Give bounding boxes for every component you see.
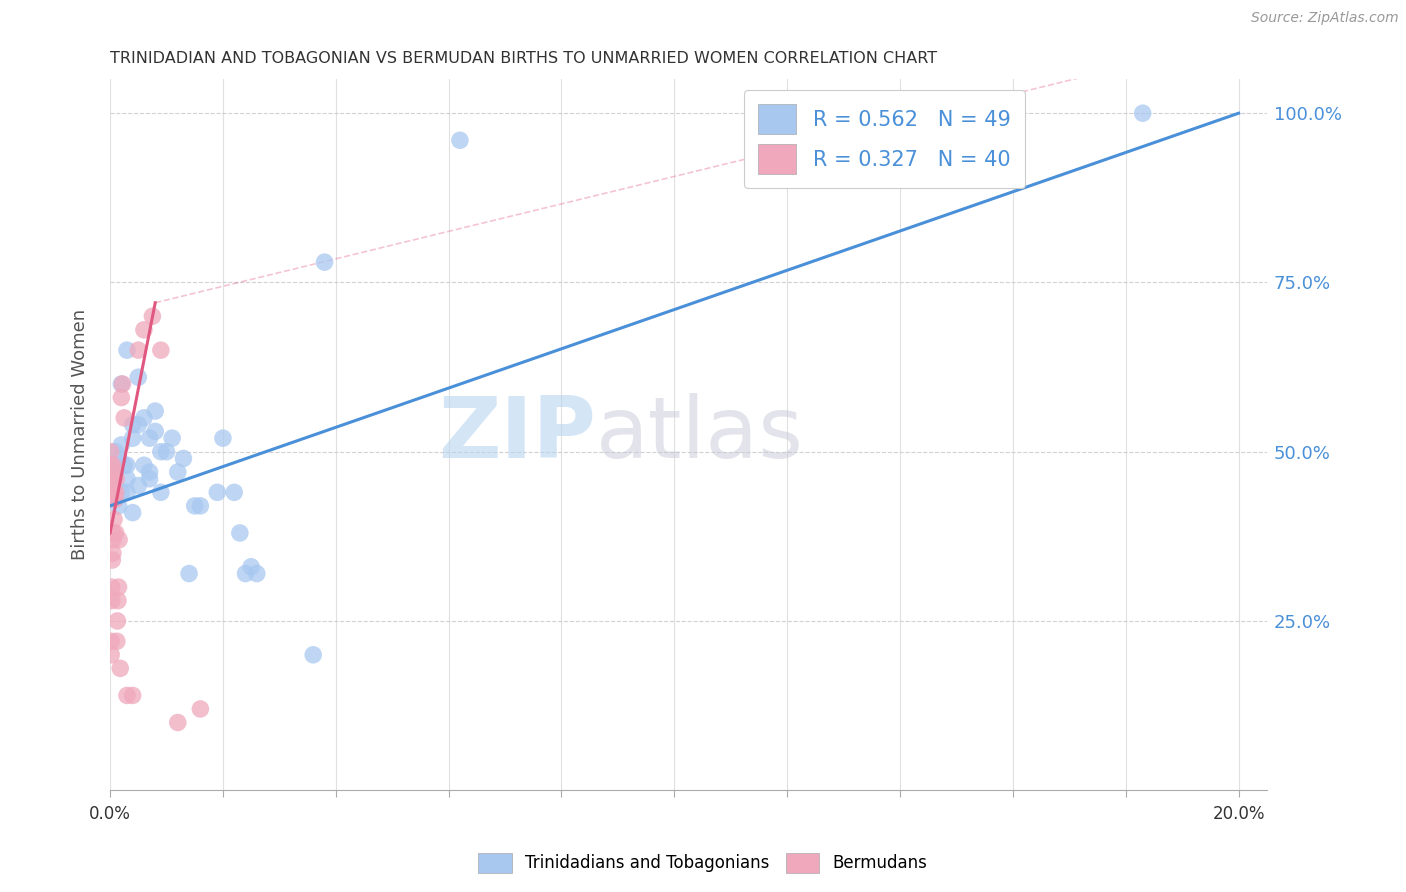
Point (149, 343, 172, 358)
Point (183, 499, 205, 513)
Point (101, 485, 124, 500)
Point (240, 559, 263, 574)
Text: ZIP: ZIP (439, 393, 596, 476)
Point (100, 472, 122, 486)
Point (207, 485, 229, 500)
Point (143, 404, 166, 418)
Point (132, 458, 155, 473)
Point (101, 546, 124, 560)
Point (104, 444, 127, 458)
Point (100, 648, 122, 662)
Point (112, 458, 135, 473)
Point (103, 485, 125, 500)
Point (100, 485, 122, 500)
Point (110, 485, 132, 500)
Point (104, 525, 127, 540)
Point (103, 465, 125, 479)
Point (104, 465, 127, 479)
Point (314, 255, 336, 269)
Point (100, 634, 122, 648)
Point (107, 580, 129, 594)
Point (127, 370, 149, 384)
Point (246, 566, 269, 581)
Point (110, 391, 132, 405)
Point (101, 472, 124, 486)
Point (103, 472, 125, 486)
Text: atlas: atlas (596, 393, 804, 476)
Point (177, 566, 200, 581)
Point (235, 566, 257, 581)
Point (108, 533, 131, 547)
Point (302, 648, 325, 662)
Point (105, 472, 128, 486)
Point (224, 485, 246, 500)
Point (103, 525, 125, 540)
Point (190, 702, 212, 716)
Point (107, 593, 129, 607)
Point (138, 472, 160, 486)
Point (121, 417, 143, 432)
Point (110, 661, 132, 675)
Point (110, 438, 132, 452)
Point (101, 478, 124, 492)
Point (104, 485, 127, 500)
Text: TRINIDADIAN AND TOBAGONIAN VS BERMUDAN BIRTHS TO UNMARRIED WOMEN CORRELATION CHA: TRINIDADIAN AND TOBAGONIAN VS BERMUDAN B… (110, 51, 938, 66)
Y-axis label: Births to Unmarried Women: Births to Unmarried Women (72, 310, 89, 560)
Point (101, 553, 124, 567)
Point (149, 485, 172, 500)
Point (101, 533, 124, 547)
Point (115, 472, 138, 486)
Point (138, 431, 160, 445)
Point (143, 425, 166, 439)
Point (127, 343, 149, 358)
Point (100, 593, 122, 607)
Point (110, 376, 132, 391)
Point (107, 499, 129, 513)
Point (127, 417, 149, 432)
Point (121, 506, 143, 520)
Point (104, 492, 127, 507)
Point (111, 376, 134, 391)
Point (160, 431, 183, 445)
Point (190, 499, 212, 513)
Point (166, 465, 188, 479)
Point (155, 444, 177, 458)
Point (149, 444, 172, 458)
Point (103, 512, 125, 526)
Point (449, 133, 471, 147)
Point (115, 343, 138, 358)
Point (138, 465, 160, 479)
Point (107, 614, 129, 628)
Point (104, 492, 127, 507)
Point (1132, 106, 1154, 120)
Point (105, 634, 128, 648)
Point (229, 525, 252, 540)
Point (100, 580, 122, 594)
Point (100, 485, 122, 500)
Point (115, 458, 138, 473)
Point (112, 410, 135, 425)
Point (100, 458, 122, 473)
Legend: R = 0.562   N = 49, R = 0.327   N = 40: R = 0.562 N = 49, R = 0.327 N = 40 (744, 90, 1025, 188)
Point (141, 310, 163, 324)
Point (101, 458, 124, 473)
Point (100, 444, 122, 458)
Point (115, 485, 138, 500)
Point (121, 689, 143, 703)
Legend: Trinidadians and Tobagonians, Bermudans: Trinidadians and Tobagonians, Bermudans (471, 847, 935, 880)
Point (166, 715, 188, 730)
Point (121, 431, 143, 445)
Text: Source: ZipAtlas.com: Source: ZipAtlas.com (1251, 11, 1399, 25)
Point (172, 451, 194, 466)
Point (212, 431, 235, 445)
Point (103, 492, 125, 507)
Point (127, 478, 149, 492)
Point (132, 323, 155, 337)
Point (107, 451, 129, 466)
Point (115, 689, 138, 703)
Point (132, 410, 155, 425)
